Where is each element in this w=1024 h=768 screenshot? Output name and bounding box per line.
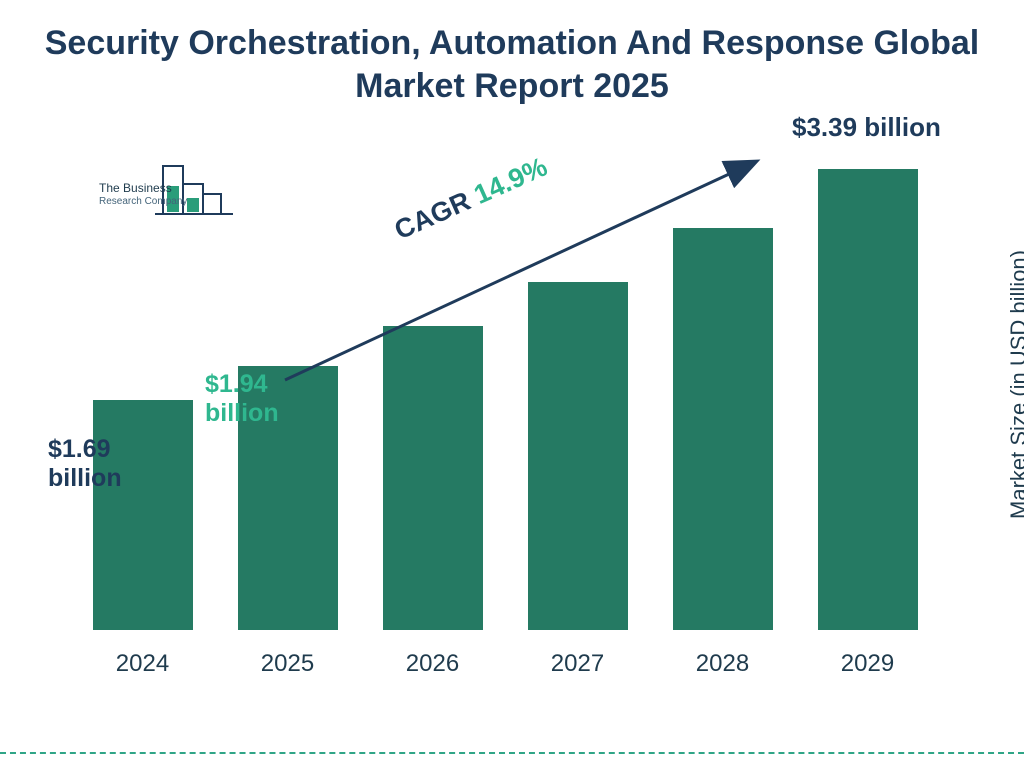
x-axis-tick-label: 2027 — [505, 640, 650, 680]
bar-slot — [505, 140, 650, 630]
x-axis-tick-label: 2025 — [215, 640, 360, 680]
x-axis-tick-label: 2024 — [70, 640, 215, 680]
y-axis-label: Market Size (in USD billion) — [1006, 250, 1024, 519]
chart-page: Security Orchestration, Automation And R… — [0, 0, 1024, 768]
x-axis-tick-label: 2029 — [795, 640, 940, 680]
value-label-2024: $1.69 billion — [48, 435, 148, 493]
bar-group — [70, 140, 940, 630]
footer-divider — [0, 752, 1024, 754]
x-axis-tick-label: 2028 — [650, 640, 795, 680]
bar-chart: 202420252026202720282029 — [70, 140, 940, 680]
bar — [673, 228, 773, 630]
value-label-2029: $3.39 billion — [792, 112, 941, 143]
page-title: Security Orchestration, Automation And R… — [0, 22, 1024, 107]
bar-slot — [650, 140, 795, 630]
value-label-2025: $1.94 billion — [205, 370, 305, 428]
bar-slot — [70, 140, 215, 630]
bar — [383, 326, 483, 630]
bar-slot — [795, 140, 940, 630]
x-axis-labels: 202420252026202720282029 — [70, 640, 940, 680]
bar — [818, 169, 918, 630]
x-axis-tick-label: 2026 — [360, 640, 505, 680]
bar — [528, 282, 628, 630]
